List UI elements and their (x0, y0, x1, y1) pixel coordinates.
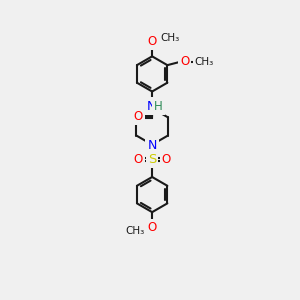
Text: CH₃: CH₃ (195, 57, 214, 67)
Text: O: O (180, 56, 189, 68)
Text: S: S (148, 153, 156, 166)
Text: O: O (148, 220, 157, 234)
Text: O: O (162, 153, 171, 166)
Text: H: H (154, 100, 163, 113)
Text: O: O (133, 153, 142, 166)
Text: N: N (148, 139, 157, 152)
Text: N: N (147, 100, 156, 112)
Text: O: O (133, 110, 142, 123)
Text: O: O (148, 35, 157, 48)
Text: CH₃: CH₃ (160, 33, 179, 43)
Text: CH₃: CH₃ (125, 226, 144, 236)
